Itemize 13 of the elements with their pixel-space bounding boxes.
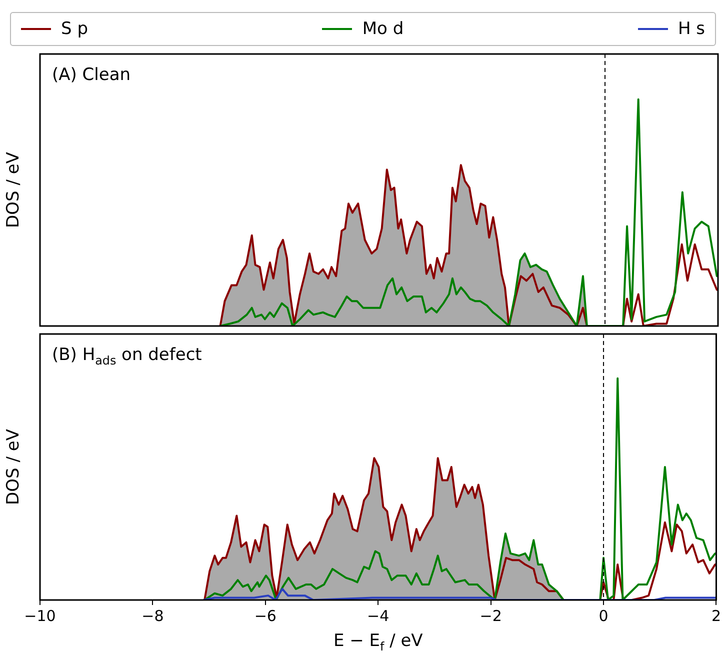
x-tick-label: −2 xyxy=(480,606,502,625)
x-tick-label: 2 xyxy=(711,606,721,625)
legend-label: Mo d xyxy=(362,19,404,39)
legend-label: H s xyxy=(678,19,705,39)
x-tick-label: −10 xyxy=(24,606,56,625)
x-tick-label: 0 xyxy=(598,606,608,625)
x-tick-label: −8 xyxy=(142,606,164,625)
x-tick-label: −4 xyxy=(367,606,390,625)
text: (A) Clean xyxy=(52,65,131,85)
y-axis-title: DOS / eV xyxy=(4,152,24,228)
x-tick-label: −6 xyxy=(254,606,276,625)
legend-label: S p xyxy=(61,19,88,39)
y-axis-title: DOS / eV xyxy=(4,428,24,505)
